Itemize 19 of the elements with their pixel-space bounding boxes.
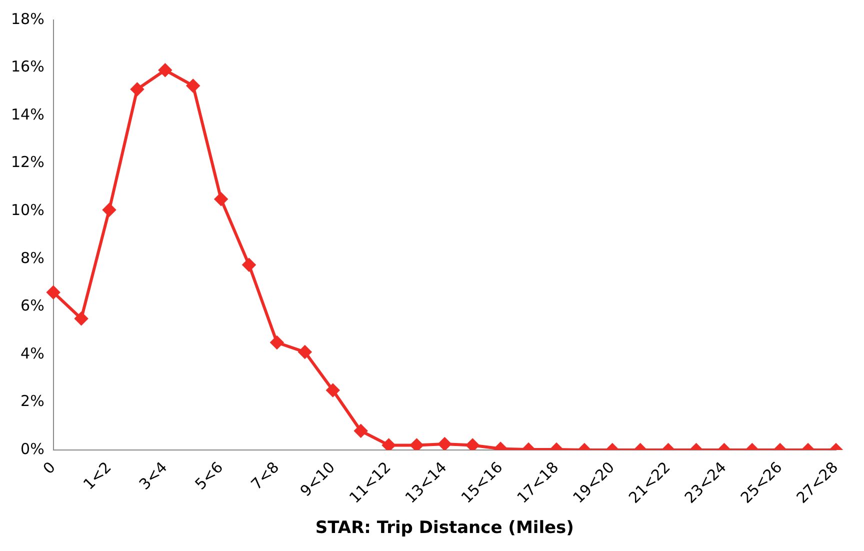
point	[158, 64, 172, 77]
point	[214, 192, 228, 206]
x-tick-label: 0	[39, 458, 59, 478]
point	[242, 258, 256, 272]
y-tick-label: 12%	[10, 153, 44, 172]
y-tick-label: 14%	[10, 105, 44, 124]
y-tick-label: 16%	[10, 58, 44, 76]
y-tick-label: 18%	[10, 10, 44, 28]
point	[102, 203, 116, 216]
y-tick-label: 6%	[20, 296, 44, 315]
y-tick-label: 4%	[20, 344, 44, 362]
y-tick-label: 2%	[20, 392, 44, 410]
y-tick-label: 10%	[10, 201, 44, 219]
point	[46, 286, 60, 299]
y-tick-label: 8%	[20, 248, 44, 267]
x-axis-title: STAR: Trip Distance (Miles)	[315, 518, 574, 538]
point	[186, 79, 200, 92]
point	[130, 82, 144, 96]
y-tick-label: 0%	[20, 440, 44, 458]
